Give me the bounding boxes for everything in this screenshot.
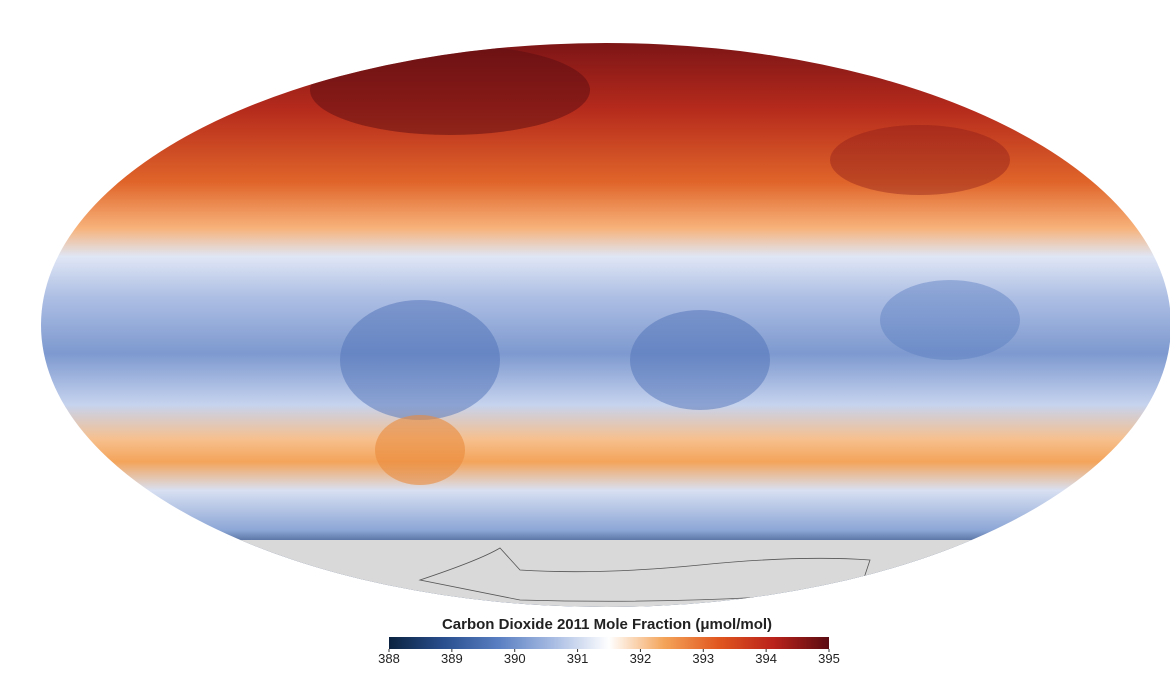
colorbar-tick-label: 389 <box>441 651 463 666</box>
colorbar-tick-label: 394 <box>755 651 777 666</box>
colorbar <box>389 637 829 649</box>
colorbar-tick-label: 388 <box>378 651 400 666</box>
colorbar-tick-label: 392 <box>630 651 652 666</box>
globe <box>41 43 1170 607</box>
colorbar-tick-label: 393 <box>692 651 714 666</box>
colorbar-tick-label: 395 <box>818 651 840 666</box>
colorbar-tick-label: 390 <box>504 651 526 666</box>
colorbar-title: Carbon Dioxide 2011 Mole Fraction (μmol/… <box>442 616 772 633</box>
colorbar-tick-label: 391 <box>567 651 589 666</box>
